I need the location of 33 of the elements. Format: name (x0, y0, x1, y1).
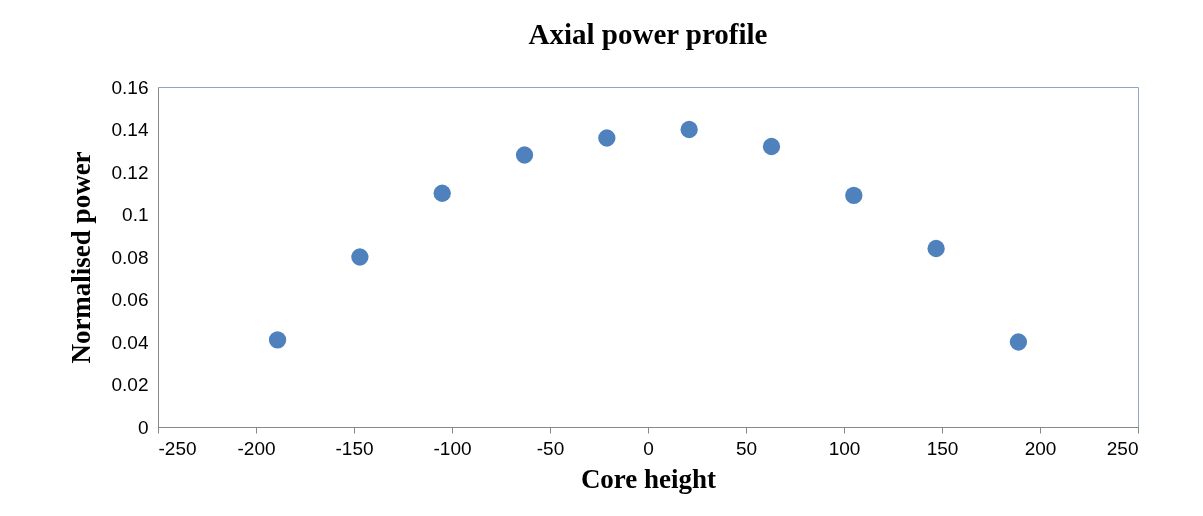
point (845, 186, 863, 205)
x-tick-label: -200 (237, 437, 276, 459)
point (1009, 333, 1028, 351)
y-tick-label: 0.08 (111, 246, 149, 268)
x-tick-label: 0 (643, 437, 654, 459)
x-axis-title: Core height (580, 463, 717, 494)
y-tick-label: 0.12 (111, 161, 149, 183)
x-tick-label: 200 (1024, 437, 1057, 459)
y-tick-label: 0.16 (111, 76, 149, 98)
point (515, 146, 534, 164)
y-tick-label: 0.06 (111, 289, 149, 310)
point (351, 248, 369, 266)
point (268, 331, 287, 349)
x-tick-label: -250 (158, 437, 197, 459)
y-axis-title: Normalised power (65, 151, 96, 364)
x-tick-label: -150 (335, 437, 374, 459)
x-tick-label: 100 (828, 437, 861, 459)
point (927, 239, 945, 258)
point (680, 120, 698, 139)
y-tick-label: 0 (137, 416, 149, 438)
y-tick-label: 0.14 (111, 119, 149, 140)
point (433, 184, 451, 202)
x-tick-label: -100 (433, 437, 472, 459)
y-tick-label: 0.1 (122, 204, 149, 225)
x-tick-label: 150 (926, 437, 959, 459)
x-tick-label: 250 (1106, 437, 1139, 459)
point (762, 137, 781, 156)
x-tick-label: 50 (735, 437, 758, 459)
x-tick-label: -50 (536, 437, 565, 459)
y-tick-label: 0.02 (111, 374, 149, 395)
chart-title: Axial power profile (528, 18, 768, 50)
y-tick-label: 0.04 (111, 331, 149, 353)
point (598, 129, 616, 147)
